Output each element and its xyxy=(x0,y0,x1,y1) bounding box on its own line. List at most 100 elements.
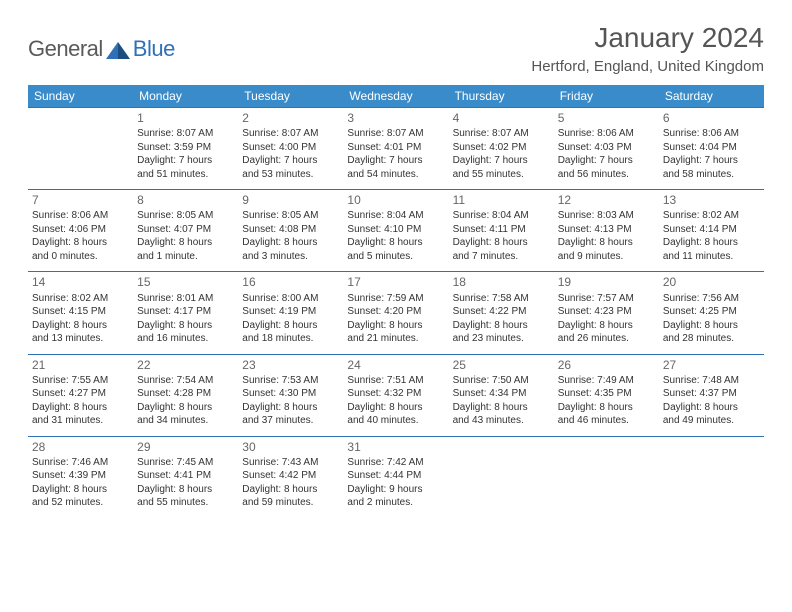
sunset-line: Sunset: 4:28 PM xyxy=(137,387,234,401)
day-number: 29 xyxy=(137,439,234,455)
day-cell: 24Sunrise: 7:51 AMSunset: 4:32 PMDayligh… xyxy=(343,354,448,436)
sunrise-line: Sunrise: 7:43 AM xyxy=(242,456,339,470)
weekday-header: Sunday xyxy=(28,85,133,108)
week-row: 14Sunrise: 8:02 AMSunset: 4:15 PMDayligh… xyxy=(28,272,764,354)
daylight-line: Daylight: 9 hours xyxy=(347,483,444,497)
sunrise-line: Sunrise: 7:45 AM xyxy=(137,456,234,470)
sunset-line: Sunset: 4:20 PM xyxy=(347,305,444,319)
sunrise-line: Sunrise: 7:48 AM xyxy=(663,374,760,388)
day-number: 4 xyxy=(453,110,550,126)
day-number: 14 xyxy=(32,274,129,290)
day-number: 8 xyxy=(137,192,234,208)
daylight-line: Daylight: 8 hours xyxy=(242,401,339,415)
daylight-line: Daylight: 7 hours xyxy=(242,154,339,168)
sunset-line: Sunset: 4:25 PM xyxy=(663,305,760,319)
day-cell xyxy=(659,436,764,518)
daylight-line: and 51 minutes. xyxy=(137,168,234,182)
day-cell xyxy=(449,436,554,518)
weekday-header: Friday xyxy=(554,85,659,108)
week-row: 1Sunrise: 8:07 AMSunset: 3:59 PMDaylight… xyxy=(28,108,764,190)
daylight-line: Daylight: 8 hours xyxy=(453,319,550,333)
sunset-line: Sunset: 4:00 PM xyxy=(242,141,339,155)
daylight-line: and 59 minutes. xyxy=(242,496,339,510)
sunset-line: Sunset: 4:19 PM xyxy=(242,305,339,319)
sunrise-line: Sunrise: 8:03 AM xyxy=(558,209,655,223)
day-cell: 15Sunrise: 8:01 AMSunset: 4:17 PMDayligh… xyxy=(133,272,238,354)
daylight-line: and 5 minutes. xyxy=(347,250,444,264)
day-cell: 12Sunrise: 8:03 AMSunset: 4:13 PMDayligh… xyxy=(554,190,659,272)
day-number: 30 xyxy=(242,439,339,455)
daylight-line: Daylight: 8 hours xyxy=(347,319,444,333)
daylight-line: and 16 minutes. xyxy=(137,332,234,346)
weekday-row: SundayMondayTuesdayWednesdayThursdayFrid… xyxy=(28,85,764,108)
sunrise-line: Sunrise: 7:42 AM xyxy=(347,456,444,470)
sunrise-line: Sunrise: 8:06 AM xyxy=(32,209,129,223)
day-number: 25 xyxy=(453,357,550,373)
weekday-header: Tuesday xyxy=(238,85,343,108)
day-number: 9 xyxy=(242,192,339,208)
day-cell: 28Sunrise: 7:46 AMSunset: 4:39 PMDayligh… xyxy=(28,436,133,518)
day-cell: 26Sunrise: 7:49 AMSunset: 4:35 PMDayligh… xyxy=(554,354,659,436)
day-number: 3 xyxy=(347,110,444,126)
month-title: January 2024 xyxy=(531,22,764,54)
daylight-line: Daylight: 8 hours xyxy=(558,319,655,333)
logo-triangle-icon xyxy=(105,38,131,60)
daylight-line: and 49 minutes. xyxy=(663,414,760,428)
day-cell: 1Sunrise: 8:07 AMSunset: 3:59 PMDaylight… xyxy=(133,108,238,190)
sunset-line: Sunset: 4:11 PM xyxy=(453,223,550,237)
sunset-line: Sunset: 4:08 PM xyxy=(242,223,339,237)
sunset-line: Sunset: 4:04 PM xyxy=(663,141,760,155)
day-number: 22 xyxy=(137,357,234,373)
day-number: 19 xyxy=(558,274,655,290)
daylight-line: and 23 minutes. xyxy=(453,332,550,346)
day-number: 26 xyxy=(558,357,655,373)
day-cell: 22Sunrise: 7:54 AMSunset: 4:28 PMDayligh… xyxy=(133,354,238,436)
daylight-line: and 2 minutes. xyxy=(347,496,444,510)
day-cell: 7Sunrise: 8:06 AMSunset: 4:06 PMDaylight… xyxy=(28,190,133,272)
sunset-line: Sunset: 4:44 PM xyxy=(347,469,444,483)
day-cell: 25Sunrise: 7:50 AMSunset: 4:34 PMDayligh… xyxy=(449,354,554,436)
daylight-line: Daylight: 8 hours xyxy=(32,401,129,415)
daylight-line: Daylight: 8 hours xyxy=(242,483,339,497)
day-cell: 9Sunrise: 8:05 AMSunset: 4:08 PMDaylight… xyxy=(238,190,343,272)
daylight-line: and 9 minutes. xyxy=(558,250,655,264)
sunrise-line: Sunrise: 8:00 AM xyxy=(242,292,339,306)
daylight-line: and 7 minutes. xyxy=(453,250,550,264)
sunset-line: Sunset: 4:23 PM xyxy=(558,305,655,319)
daylight-line: and 55 minutes. xyxy=(137,496,234,510)
daylight-line: Daylight: 7 hours xyxy=(453,154,550,168)
week-row: 21Sunrise: 7:55 AMSunset: 4:27 PMDayligh… xyxy=(28,354,764,436)
daylight-line: and 34 minutes. xyxy=(137,414,234,428)
daylight-line: and 52 minutes. xyxy=(32,496,129,510)
sunrise-line: Sunrise: 7:49 AM xyxy=(558,374,655,388)
day-number: 28 xyxy=(32,439,129,455)
day-cell: 14Sunrise: 8:02 AMSunset: 4:15 PMDayligh… xyxy=(28,272,133,354)
day-cell: 8Sunrise: 8:05 AMSunset: 4:07 PMDaylight… xyxy=(133,190,238,272)
day-number: 11 xyxy=(453,192,550,208)
day-cell: 23Sunrise: 7:53 AMSunset: 4:30 PMDayligh… xyxy=(238,354,343,436)
day-cell: 27Sunrise: 7:48 AMSunset: 4:37 PMDayligh… xyxy=(659,354,764,436)
daylight-line: and 54 minutes. xyxy=(347,168,444,182)
sunrise-line: Sunrise: 8:07 AM xyxy=(137,127,234,141)
sunset-line: Sunset: 4:17 PM xyxy=(137,305,234,319)
day-cell: 31Sunrise: 7:42 AMSunset: 4:44 PMDayligh… xyxy=(343,436,448,518)
calendar-page: General Blue January 2024 Hertford, Engl… xyxy=(0,0,792,528)
sunrise-line: Sunrise: 8:05 AM xyxy=(137,209,234,223)
calendar-body: 1Sunrise: 8:07 AMSunset: 3:59 PMDaylight… xyxy=(28,108,764,518)
logo-text-2: Blue xyxy=(133,36,175,62)
day-cell xyxy=(28,108,133,190)
sunset-line: Sunset: 4:06 PM xyxy=(32,223,129,237)
day-number: 17 xyxy=(347,274,444,290)
sunset-line: Sunset: 4:34 PM xyxy=(453,387,550,401)
sunset-line: Sunset: 4:01 PM xyxy=(347,141,444,155)
daylight-line: Daylight: 7 hours xyxy=(347,154,444,168)
week-row: 28Sunrise: 7:46 AMSunset: 4:39 PMDayligh… xyxy=(28,436,764,518)
day-number: 12 xyxy=(558,192,655,208)
daylight-line: and 56 minutes. xyxy=(558,168,655,182)
sunset-line: Sunset: 4:39 PM xyxy=(32,469,129,483)
sunset-line: Sunset: 4:30 PM xyxy=(242,387,339,401)
day-number: 27 xyxy=(663,357,760,373)
daylight-line: and 21 minutes. xyxy=(347,332,444,346)
daylight-line: and 26 minutes. xyxy=(558,332,655,346)
daylight-line: and 55 minutes. xyxy=(453,168,550,182)
